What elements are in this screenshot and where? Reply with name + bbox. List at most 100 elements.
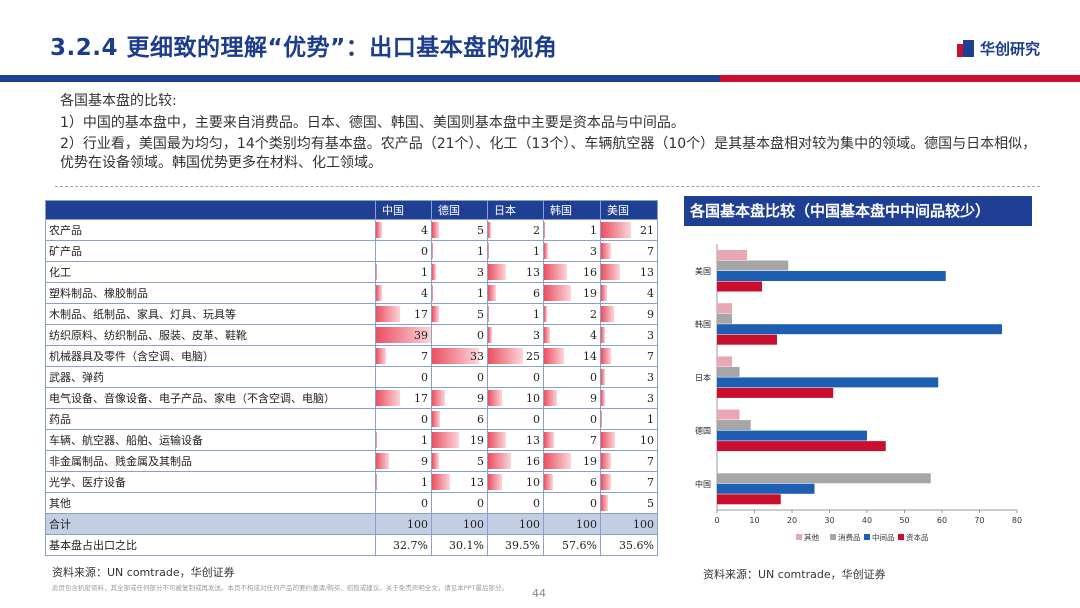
bar-中间品 xyxy=(717,377,939,388)
value-number: 4 xyxy=(421,286,428,300)
value-cell: 0 xyxy=(487,492,544,514)
value-number: 16 xyxy=(583,265,597,279)
data-bar xyxy=(601,432,616,448)
table-row: 机械器具及零件（含空调、电脑） 7 33 25 14 7 xyxy=(45,345,658,367)
value-number: 1 xyxy=(647,412,654,426)
value-number: 21 xyxy=(640,223,654,237)
table-row: 药品 0 6 0 0 1 xyxy=(45,408,658,430)
data-bar xyxy=(432,390,445,406)
value-cell: 6 xyxy=(487,282,544,304)
value-number: 5 xyxy=(477,307,484,321)
data-bar xyxy=(376,474,378,490)
table-row: 矿产品 0 1 1 3 7 xyxy=(45,240,658,262)
value-number: 3 xyxy=(477,265,484,279)
value-cell: 1 xyxy=(431,282,488,304)
data-bar xyxy=(544,243,549,259)
data-bar xyxy=(488,327,493,343)
data-bar xyxy=(544,264,567,280)
value-cell: 10 xyxy=(487,387,544,409)
data-bar xyxy=(376,348,386,364)
data-bar xyxy=(488,285,497,301)
category-label: 美国 xyxy=(695,266,711,276)
data-bar xyxy=(488,264,507,280)
value-number: 0 xyxy=(533,412,540,426)
value-number: 1 xyxy=(477,244,484,258)
data-bar xyxy=(544,453,572,469)
data-bar xyxy=(432,432,459,448)
value-cell: 0 xyxy=(487,366,544,388)
value-number: 0 xyxy=(421,244,428,258)
value-cell: 7 xyxy=(543,429,601,451)
data-bar xyxy=(488,390,503,406)
value-cell: 0 xyxy=(431,324,488,346)
share-label: 基本盘占出口之比 xyxy=(45,534,376,556)
legend-label: 消费品 xyxy=(838,532,861,542)
data-bar xyxy=(601,243,612,259)
x-tick-label: 80 xyxy=(1012,516,1022,525)
page-title: 3.2.4 更细致的理解“优势”：出口基本盘的视角 xyxy=(50,35,558,61)
data-bar xyxy=(376,285,382,301)
value-cell: 14 xyxy=(543,345,601,367)
bar-消费品 xyxy=(717,260,789,271)
category-label: 中国 xyxy=(695,479,711,489)
row-label: 农产品 xyxy=(45,219,376,241)
value-cell: 5 xyxy=(600,492,658,514)
bar-其他 xyxy=(717,303,732,314)
category-label: 韩国 xyxy=(695,319,711,329)
bar-消费品 xyxy=(717,420,751,431)
value-cell: 39 xyxy=(375,324,432,346)
value-cell: 5 xyxy=(431,450,488,472)
category-label: 德国 xyxy=(695,426,711,436)
value-cell: 1 xyxy=(431,240,488,262)
bar-资本品 xyxy=(717,441,886,452)
value-cell: 3 xyxy=(543,240,601,262)
value-number: 0 xyxy=(590,412,597,426)
table-header-cell: 韩国 xyxy=(543,200,601,220)
bar-消费品 xyxy=(717,313,732,324)
chart-title: 各国基本盘比较（中国基本盘中中间品较少） xyxy=(684,196,1032,226)
data-bar xyxy=(544,432,555,448)
intro-heading: 各国基本盘的比较: xyxy=(60,93,177,109)
value-cell: 13 xyxy=(487,261,544,283)
value-cell: 17 xyxy=(375,387,432,409)
data-bar xyxy=(432,285,434,301)
value-cell: 13 xyxy=(487,429,544,451)
value-cell: 16 xyxy=(543,261,601,283)
value-cell: 9 xyxy=(600,303,658,325)
data-bar xyxy=(376,327,431,343)
data-bar xyxy=(601,285,607,301)
value-number: 19 xyxy=(583,286,597,300)
value-cell: 6 xyxy=(431,408,488,430)
value-cell: 0 xyxy=(431,366,488,388)
data-bar xyxy=(432,306,440,322)
value-cell: 7 xyxy=(375,345,432,367)
data-bar xyxy=(488,306,490,322)
legend-swatch-中间品 xyxy=(864,534,870,540)
data-bar xyxy=(544,285,572,301)
logo-text: 华创研究 xyxy=(979,40,1040,58)
share-cell: 57.6% xyxy=(543,534,601,556)
value-cell: 5 xyxy=(431,219,488,241)
table-header-cell: 德国 xyxy=(431,200,488,220)
bar-资本品 xyxy=(717,281,762,292)
data-bar xyxy=(601,222,632,238)
value-number: 3 xyxy=(647,370,654,384)
value-cell: 1 xyxy=(600,408,658,430)
data-bar xyxy=(376,390,400,406)
bar-消费品 xyxy=(717,473,931,484)
value-number: 4 xyxy=(590,328,597,342)
data-bar xyxy=(601,348,612,364)
value-number: 19 xyxy=(583,454,597,468)
value-number: 5 xyxy=(477,223,484,237)
page-number: 44 xyxy=(532,587,546,600)
value-number: 13 xyxy=(526,265,540,279)
value-number: 0 xyxy=(477,496,484,510)
table-row: 光学、医疗设备 1 13 10 6 7 xyxy=(45,471,658,493)
intro-text: 各国基本盘的比较: 1）中国的基本盘中，主要来自消费品。日本、德国、韩国、美国则… xyxy=(60,92,1050,175)
value-number: 17 xyxy=(414,391,428,405)
bar-资本品 xyxy=(717,387,834,398)
total-cell: 100 xyxy=(487,513,544,535)
legend-swatch-资本品 xyxy=(898,534,904,540)
value-number: 5 xyxy=(647,496,654,510)
data-bar xyxy=(376,306,400,322)
